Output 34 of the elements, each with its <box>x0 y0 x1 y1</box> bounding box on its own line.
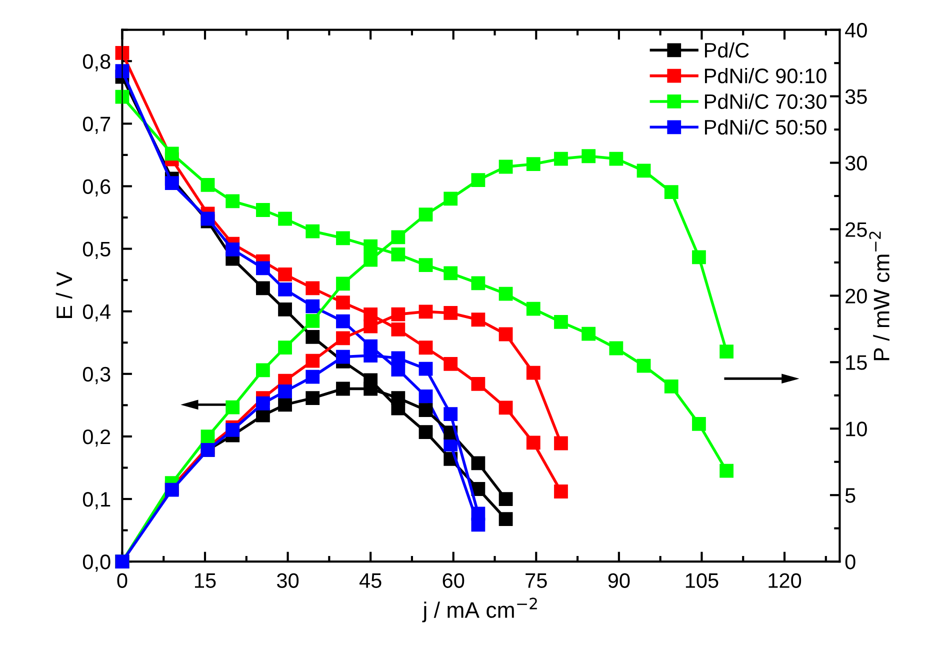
legend-label: PdNi/C 70:30 <box>705 94 826 109</box>
x-tick-label: 45 <box>359 573 382 588</box>
y2-tick-label: 5 <box>845 488 856 503</box>
y2-tick-label: 35 <box>845 89 867 104</box>
x-tick-label: 15 <box>195 573 216 588</box>
legend-label: PdNi/C 50:50 <box>705 119 826 135</box>
y-tick-label: 0,0 <box>82 554 110 572</box>
y-tick-label: 0,5 <box>82 242 110 259</box>
x-axis-title: j / mA cm$^{−2}$ <box>422 598 537 622</box>
y-tick-label: 0,8 <box>82 54 110 72</box>
x-tick-label: 30 <box>277 573 299 588</box>
y2-tick-label: 40 <box>845 22 867 38</box>
y-axis-title: E / V <box>56 272 72 318</box>
y2-tick-label: 15 <box>846 355 867 370</box>
y-tick-label: 0,2 <box>82 429 110 447</box>
x-tick-label: 90 <box>608 573 630 588</box>
y2-tick-label: 0 <box>845 554 856 570</box>
x-tick-label: 120 <box>768 573 802 588</box>
legend-label: Pd/C <box>705 42 749 58</box>
y-tick-label: 0,7 <box>82 116 110 134</box>
y-tick-label: 0,3 <box>82 366 110 384</box>
y2-tick-label: 10 <box>846 422 867 436</box>
legend-label: PdNi/C 90:10 <box>705 68 826 84</box>
y-tick-label: 0,1 <box>82 492 110 510</box>
y-tick-label: 0,4 <box>82 304 111 322</box>
x-tick-label: 0 <box>117 573 128 588</box>
y-tick-label: 0,6 <box>82 179 110 196</box>
y2-tick-label: 25 <box>846 222 867 237</box>
y2-tick-label: 20 <box>846 288 867 304</box>
x-tick-label: 105 <box>686 573 718 588</box>
y2-tick-label: 30 <box>845 156 867 171</box>
x-tick-label: 60 <box>442 573 464 588</box>
y2-axis-title: P / mW cm$^{−2}$ <box>869 232 890 360</box>
x-tick-label: 75 <box>526 573 547 588</box>
